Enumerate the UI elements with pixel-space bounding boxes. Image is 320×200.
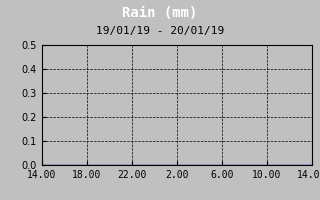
Text: 19/01/19 - 20/01/19: 19/01/19 - 20/01/19 xyxy=(96,26,224,36)
Text: Rain (mm): Rain (mm) xyxy=(122,6,198,20)
